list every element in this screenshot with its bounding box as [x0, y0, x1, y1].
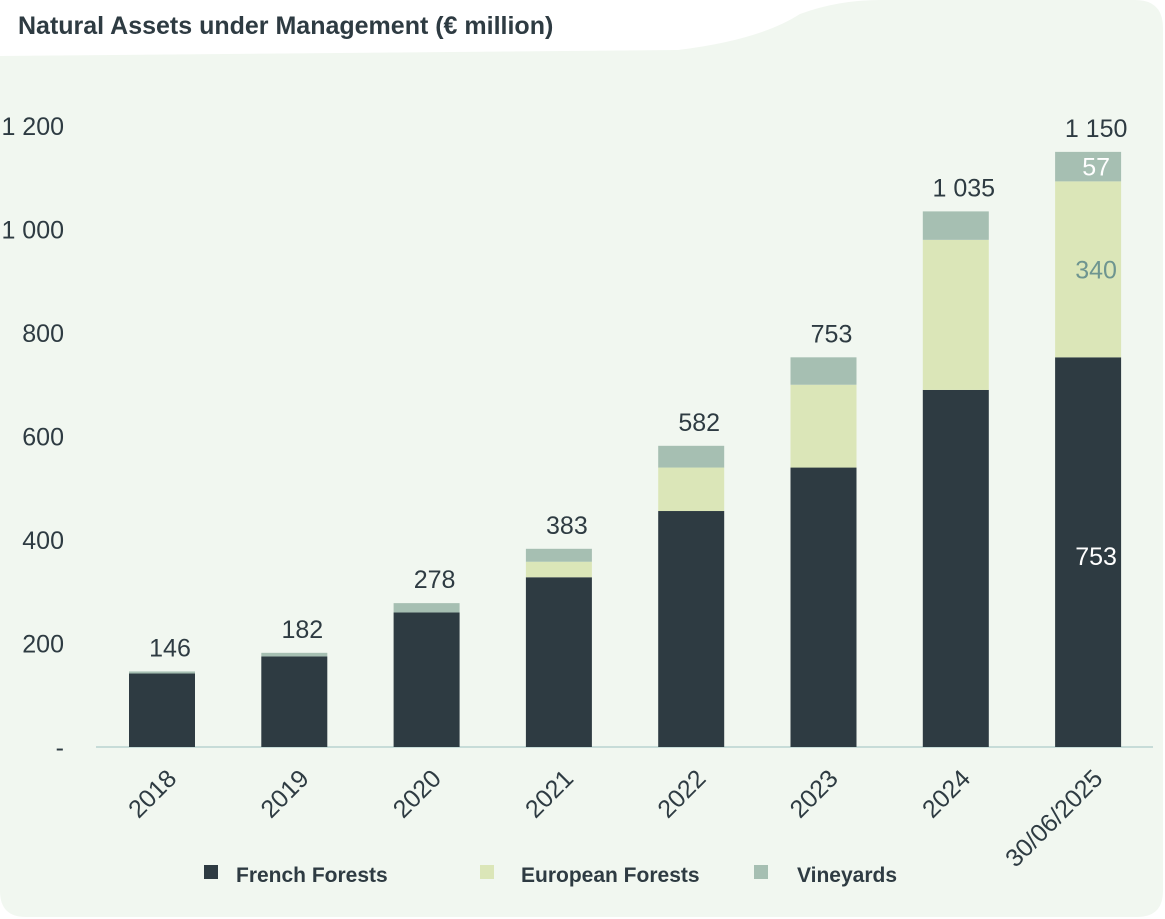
y-tick-label: 1 000: [1, 217, 64, 245]
bar-segment-vineyards: [261, 652, 328, 657]
bar-total-label: 1 150: [1065, 115, 1128, 143]
legend-item: European Forests: [480, 864, 700, 887]
segment-value-label: 340: [1075, 256, 1117, 284]
bar-segment-vineyards: [658, 445, 725, 468]
bar-segment-european-forests: [525, 561, 592, 578]
bar-segment-french-forests: [922, 389, 989, 747]
legend: French Forests European Forests Vineyards: [204, 864, 897, 887]
bar-total-label: 146: [149, 634, 191, 662]
bar-segment-vineyards: [525, 548, 592, 562]
bar-segment-french-forests: [261, 656, 328, 747]
y-tick-label: 600: [22, 424, 64, 452]
bar-segment-vineyards: [922, 211, 989, 240]
y-tick-label: -: [56, 734, 64, 762]
legend-swatch: [754, 865, 768, 879]
bar-total-label: 582: [678, 409, 720, 437]
bar-segment-vineyards: [393, 603, 460, 613]
bar-segment-european-forests: [922, 239, 989, 390]
bar-segment-vineyards: [1055, 151, 1122, 182]
bars: 146 182 278 383 582 753 1 035 1 150 753 340 57: [129, 115, 1127, 747]
legend-swatch: [480, 865, 494, 879]
bar-total-label: 278: [414, 566, 456, 594]
bar-segment-vineyards: [129, 671, 195, 674]
y-tick-label: 200: [22, 631, 64, 659]
bar-segment-european-forests: [658, 467, 725, 512]
bar-segment-french-forests: [658, 511, 725, 747]
bar-total-label: 1 035: [933, 174, 996, 202]
bar-segment-french-forests: [790, 467, 857, 747]
legend-label: Vineyards: [797, 864, 897, 887]
bar-segment-french-forests: [525, 577, 592, 747]
segment-value-label: 753: [1075, 543, 1117, 571]
bar-segment-french-forests: [129, 673, 195, 747]
legend-label: European Forests: [521, 864, 700, 887]
segment-value-label: 57: [1082, 154, 1110, 182]
bar-total-label: 753: [811, 320, 853, 348]
legend-item: French Forests: [204, 864, 388, 887]
y-axis: - 200 400 600 800 1 000 1 200: [1, 113, 64, 762]
legend-label: French Forests: [236, 864, 388, 887]
chart-title: Natural Assets under Management (€ milli…: [18, 12, 553, 40]
y-tick-label: 400: [22, 527, 64, 555]
bar-segment-european-forests: [1055, 181, 1122, 358]
bar-segment-vineyards: [790, 357, 857, 385]
bar-total-label: 182: [281, 616, 323, 644]
bar-segment-french-forests: [1055, 357, 1122, 747]
y-tick-label: 800: [22, 320, 64, 348]
bar-total-label: 383: [546, 512, 588, 540]
y-tick-label: 1 200: [1, 113, 64, 141]
bar-segment-european-forests: [790, 384, 857, 468]
legend-swatch: [204, 865, 218, 879]
legend-item: Vineyards: [754, 864, 897, 887]
bar-segment-french-forests: [393, 612, 460, 747]
